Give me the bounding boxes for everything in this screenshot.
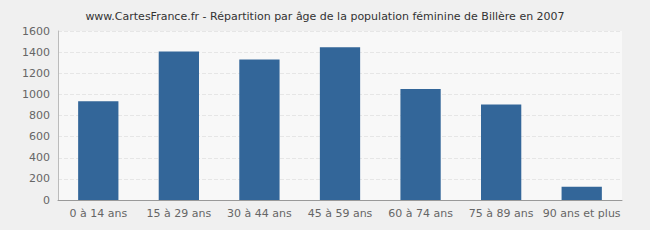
svg-text:1000: 1000: [22, 88, 50, 101]
svg-text:75 à 89 ans: 75 à 89 ans: [469, 207, 534, 220]
svg-text:1600: 1600: [22, 25, 50, 38]
svg-text:400: 400: [29, 151, 50, 164]
svg-text:60 à 74 ans: 60 à 74 ans: [388, 207, 453, 220]
svg-text:800: 800: [29, 109, 50, 122]
svg-text:1200: 1200: [22, 67, 50, 80]
svg-text:0: 0: [43, 194, 50, 207]
svg-text:90 ans et plus: 90 ans et plus: [543, 207, 621, 220]
svg-text:15 à 29 ans: 15 à 29 ans: [147, 207, 212, 220]
svg-text:1400: 1400: [22, 46, 50, 59]
svg-text:0 à 14 ans: 0 à 14 ans: [69, 207, 127, 220]
svg-text:600: 600: [29, 130, 50, 143]
svg-text:45 à 59 ans: 45 à 59 ans: [308, 207, 373, 220]
svg-text:200: 200: [29, 172, 50, 185]
svg-text:www.CartesFrance.fr - Répartit: www.CartesFrance.fr - Répartition par âg…: [85, 10, 564, 23]
svg-text:30 à 44 ans: 30 à 44 ans: [227, 207, 292, 220]
